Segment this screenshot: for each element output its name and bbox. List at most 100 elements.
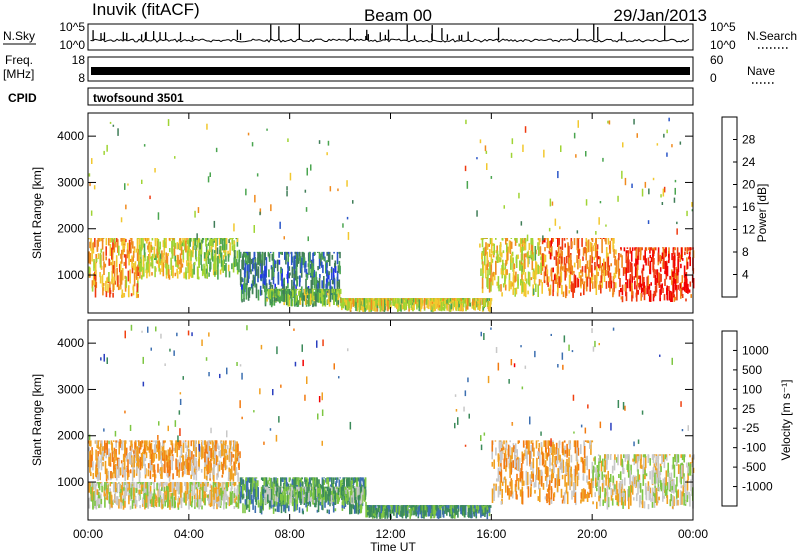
scatter-cell — [171, 440, 173, 446]
scatter-cell — [197, 266, 199, 280]
scatter-cell — [95, 482, 98, 487]
scatter-cell — [232, 493, 235, 504]
scatter-cell — [669, 275, 671, 280]
scatter-cell — [295, 297, 298, 302]
scatter-cell — [205, 461, 208, 471]
scatter-cell — [517, 254, 519, 259]
scatter-cell — [152, 474, 154, 478]
scatter-cell — [329, 186, 332, 192]
scatter-cell — [370, 298, 373, 310]
scatter-cell — [337, 477, 339, 480]
scatter-cell — [91, 280, 94, 285]
scatter-cell — [390, 302, 392, 309]
scatter-cell — [231, 482, 234, 484]
scatter-cell — [129, 457, 132, 465]
scatter-cell — [141, 440, 143, 448]
scatter-cell — [202, 440, 204, 446]
scatter-cell — [92, 492, 95, 506]
scatter-cell — [603, 270, 606, 282]
scatter-cell — [171, 492, 174, 507]
scatter-cell — [154, 474, 157, 479]
scatter-cell — [89, 440, 91, 447]
scatter-cell — [215, 454, 218, 466]
scatter-cell — [100, 248, 102, 253]
scatter-cell — [189, 458, 192, 463]
scatter-cell — [114, 280, 116, 285]
scatter-cell — [692, 278, 695, 289]
scatter-cell — [624, 177, 627, 186]
scatter-cell — [202, 446, 204, 459]
scatter-cell — [344, 494, 347, 502]
scatter-cell — [653, 268, 655, 278]
scatter-cell — [521, 278, 523, 283]
scatter-cell — [600, 275, 602, 283]
scatter-cell — [530, 238, 532, 245]
scatter-cell — [326, 486, 329, 491]
scatter-cell — [263, 281, 266, 286]
scatter-cell — [499, 242, 502, 257]
scatter-cell — [139, 505, 141, 509]
scatter-cell — [218, 451, 220, 457]
scatter-cell — [170, 482, 172, 493]
scatter-cell — [227, 254, 230, 262]
scatter-cell — [400, 505, 402, 517]
scatter-cell — [138, 244, 141, 255]
scatter-cell — [680, 282, 682, 290]
scatter-cell — [144, 457, 147, 462]
scatter-cell — [535, 261, 537, 275]
scatter-cell — [99, 272, 101, 278]
scatter-cell — [453, 505, 456, 514]
scatter-cell — [98, 495, 101, 499]
scatter-cell — [225, 262, 227, 278]
nsearch-tick-top: 10^5 — [710, 20, 736, 34]
scatter-cell — [112, 283, 114, 292]
scatter-cell — [358, 509, 361, 514]
scatter-cell — [356, 487, 359, 501]
scatter-cell — [655, 278, 658, 293]
scatter-cell — [245, 292, 248, 300]
scatter-cell — [659, 267, 662, 272]
scatter-cell — [252, 499, 254, 510]
scatter-cell — [192, 440, 195, 452]
scatter-cell — [389, 505, 392, 507]
scatter-cell — [111, 278, 113, 285]
scatter-cell — [320, 288, 323, 301]
scatter-cell — [91, 450, 94, 456]
scatter-cell — [418, 299, 421, 312]
scatter-cell — [93, 482, 95, 490]
scatter-cell — [226, 445, 229, 450]
scatter-cell — [654, 285, 657, 294]
scatter-cell — [130, 238, 133, 245]
scatter-cell — [250, 477, 253, 488]
scatter-cell — [254, 194, 256, 203]
scatter-cell — [280, 477, 282, 487]
scatter-cell — [447, 298, 450, 305]
scatter-cell — [312, 288, 314, 301]
scatter-cell — [514, 238, 517, 246]
scatter-cell — [209, 460, 211, 474]
scatter-cell — [136, 446, 139, 454]
scatter-cell — [347, 486, 350, 490]
scatter-cell — [210, 440, 213, 442]
scatter-cell — [189, 241, 191, 247]
scatter-cell — [89, 182, 91, 187]
scatter-cell — [311, 263, 314, 277]
scatter-cell — [465, 306, 468, 310]
scatter-cell — [596, 260, 598, 267]
scatter-cell — [267, 486, 270, 491]
scatter-cell — [282, 295, 284, 302]
scatter-cell — [280, 486, 283, 493]
scatter-cell — [454, 298, 456, 301]
scatter-cell — [326, 477, 328, 485]
scatter-cell — [269, 251, 272, 254]
scatter-cell — [349, 490, 352, 500]
scatter-cell — [256, 173, 259, 177]
scatter-cell — [89, 451, 91, 465]
scatter-cell — [306, 300, 309, 304]
scatter-cell — [272, 506, 275, 514]
scatter-cell — [129, 445, 132, 451]
scatter-cell — [142, 238, 144, 248]
scatter-cell — [218, 254, 220, 259]
scatter-cell — [195, 495, 197, 502]
scatter-cell — [672, 277, 675, 284]
